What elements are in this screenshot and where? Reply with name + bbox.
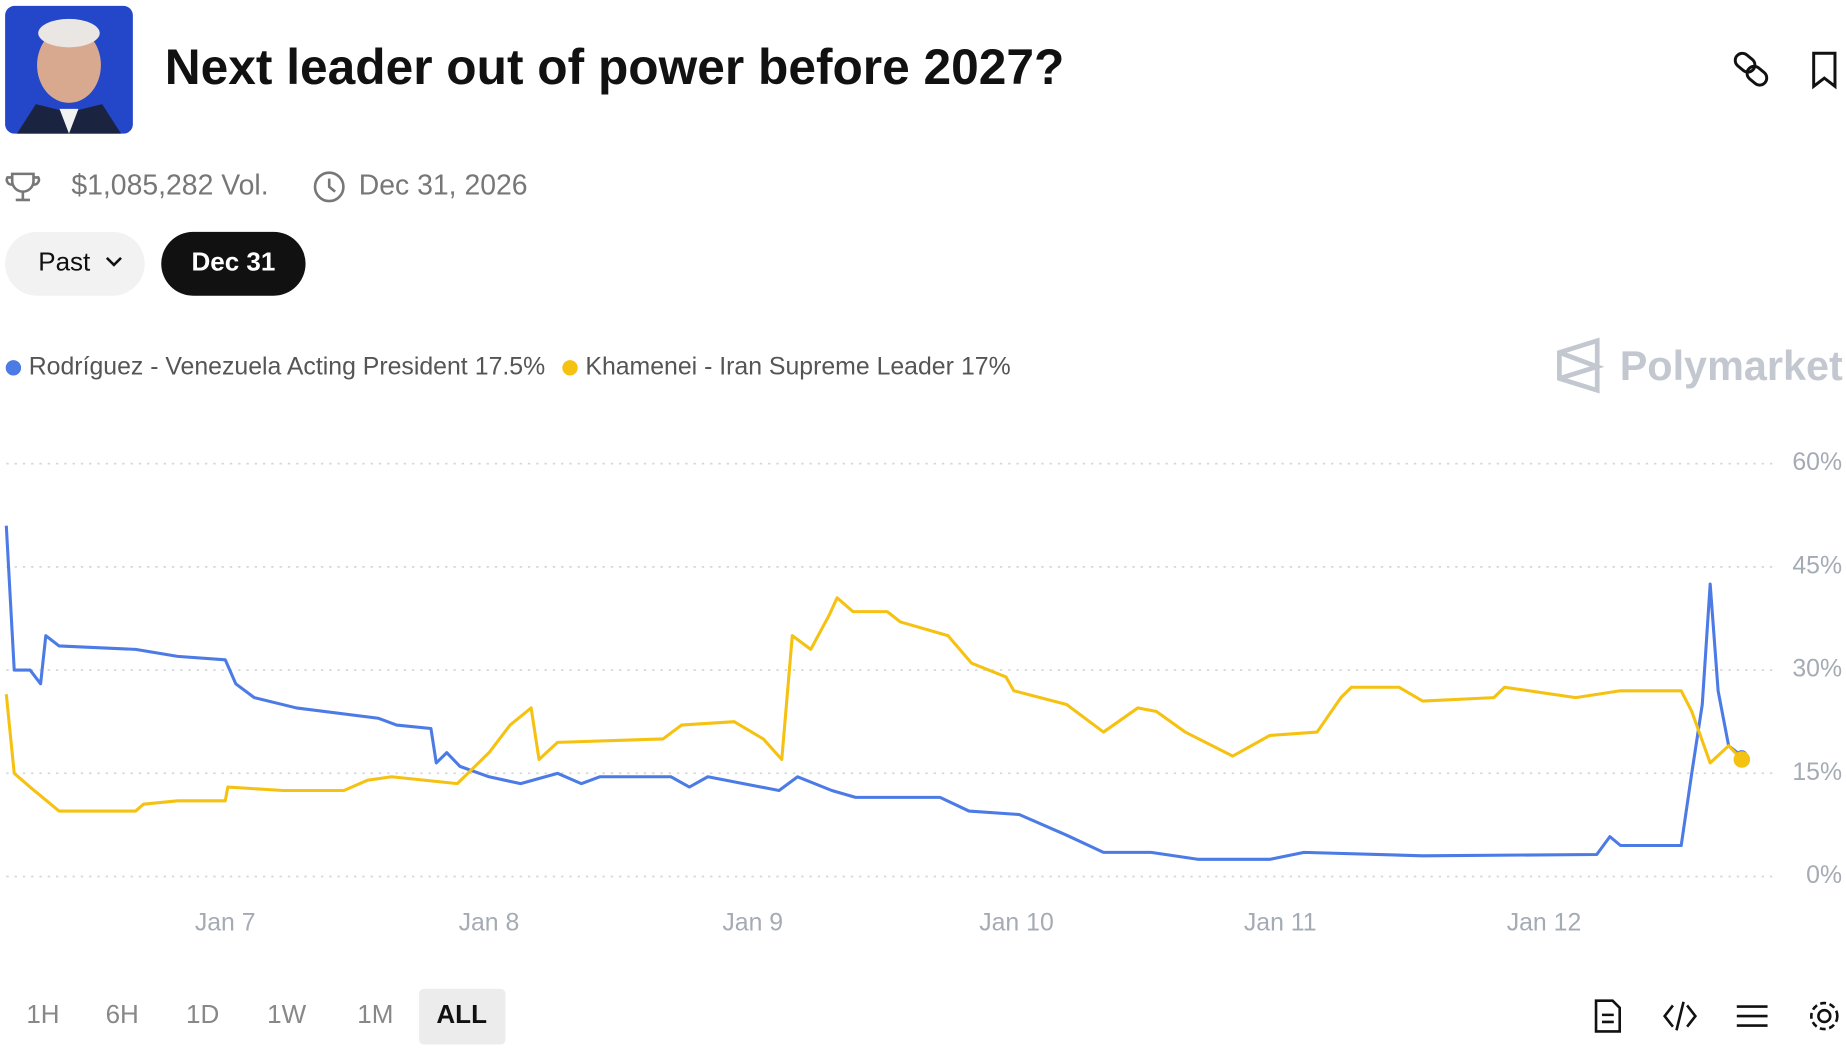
doc-icon[interactable] xyxy=(1594,999,1621,1033)
title: Next leader out of power before 2027? xyxy=(165,39,1065,95)
x-tick-label: Jan 7 xyxy=(195,909,256,936)
y-tick-label: 30% xyxy=(1792,656,1842,683)
end-dot xyxy=(1733,751,1751,768)
x-tick-label: Jan 10 xyxy=(979,909,1054,936)
past-label: Past xyxy=(38,247,91,277)
date-button[interactable]: Dec 31 xyxy=(161,231,306,296)
date-label: Dec 31 xyxy=(191,247,275,277)
legend-value: 17.5% xyxy=(475,353,545,380)
chart: 0% 15% 30% 45% 60% Jan 7 Jan 8 Jan 9 Jan 10 Jan 1… xyxy=(4,449,1842,936)
legend-name: Rodríguez - Venezuela Acting President xyxy=(29,353,468,380)
legend-dot xyxy=(562,360,578,376)
range-button[interactable]: ALL xyxy=(436,999,487,1029)
clock-icon xyxy=(313,171,345,203)
series-line xyxy=(4,596,1743,813)
range-button[interactable]: 6H xyxy=(106,999,139,1029)
end-date: Dec 31, 2026 xyxy=(359,169,528,201)
image-shirt xyxy=(59,108,79,134)
x-tick-label: Jan 9 xyxy=(722,909,783,936)
bookmark-icon[interactable] xyxy=(1812,51,1837,90)
image-face xyxy=(37,27,101,103)
link-icon[interactable] xyxy=(1732,50,1769,88)
y-tick-label: 60% xyxy=(1792,449,1842,476)
toolbar xyxy=(1594,999,1839,1033)
y-tick-label: 45% xyxy=(1792,552,1842,579)
watermark: Polymarket xyxy=(1620,343,1843,389)
range-button[interactable]: 1W xyxy=(267,999,306,1029)
date-bg xyxy=(161,231,306,296)
x-tick-label: Jan 12 xyxy=(1507,909,1582,936)
legend-dot xyxy=(5,360,22,376)
range-button[interactable]: 1D xyxy=(186,999,219,1029)
range-active-bg xyxy=(419,988,506,1045)
legend: Rodríguez - Venezuela Acting President 17… xyxy=(5,353,1011,380)
image-hair xyxy=(38,18,100,48)
settings-icon[interactable] xyxy=(1817,1008,1832,1024)
legend-value: 17% xyxy=(961,353,1011,380)
settings-gear xyxy=(1810,1001,1839,1031)
x-tick-label: Jan 8 xyxy=(459,909,520,936)
y-tick-label: 15% xyxy=(1792,759,1842,786)
range-button[interactable]: 1H xyxy=(26,999,59,1029)
volume: $1,085,282 Vol. xyxy=(71,169,268,201)
x-tick-label: Jan 11 xyxy=(1244,909,1317,936)
y-tick-label: 0% xyxy=(1806,862,1842,889)
trophy-icon xyxy=(5,172,41,202)
series-line xyxy=(4,525,1743,861)
past-bg xyxy=(5,231,145,296)
embed-icon[interactable] xyxy=(1662,1001,1698,1031)
legend-name: Khamenei - Iran Supreme Leader xyxy=(585,353,954,380)
past-button[interactable]: Past xyxy=(5,231,145,296)
watermark-logo xyxy=(1557,337,1605,394)
range-selector: 1H 6H 1D 1W 1M ALL xyxy=(26,988,506,1045)
filter-icon[interactable] xyxy=(1736,1005,1768,1027)
range-button[interactable]: 1M xyxy=(357,999,393,1029)
chevron xyxy=(105,256,122,267)
